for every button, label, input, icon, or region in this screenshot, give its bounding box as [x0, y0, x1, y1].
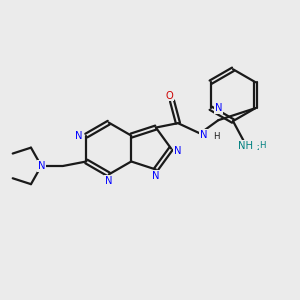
Text: N: N: [38, 161, 45, 171]
Text: O: O: [165, 91, 173, 101]
Text: N: N: [152, 171, 160, 181]
Text: N: N: [75, 130, 83, 141]
Text: N: N: [200, 130, 207, 140]
Text: N: N: [174, 146, 181, 157]
Text: H: H: [259, 141, 266, 150]
Text: H: H: [213, 132, 220, 141]
Text: N: N: [215, 103, 222, 113]
Text: NH: NH: [238, 141, 253, 151]
Text: 2: 2: [256, 146, 261, 152]
Text: N: N: [105, 176, 112, 186]
